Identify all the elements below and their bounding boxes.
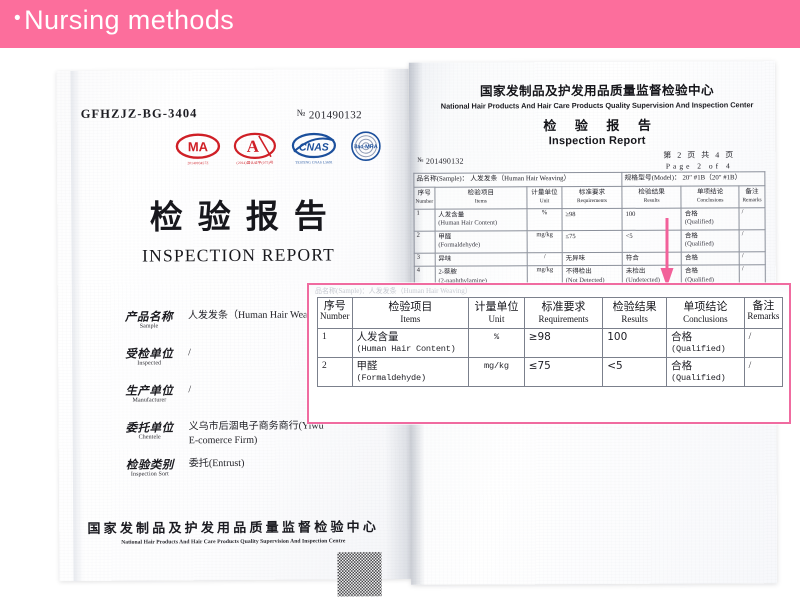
column-header-number: 序号 Number <box>413 186 435 209</box>
number-value: 201490132 <box>308 109 363 122</box>
page-indicator-cn: 第 2 页 共 4 页 <box>663 150 736 160</box>
field-label-cn: 生产单位 <box>125 383 174 398</box>
column-header-unit: 计量单位 Unit <box>527 186 562 209</box>
callout-table-row: 1 人发含量 (Human Hair Content) % ≥98 100 合格… <box>317 328 784 358</box>
number-symbol: № <box>417 156 424 164</box>
sample-value: 人发发条（Human Hair Weaving） <box>470 175 571 183</box>
number-value: 201490132 <box>425 156 464 166</box>
callout-header-row: 序号 Number 检验项目 Items 计量单位 Unit 标准要求 Requ… <box>317 297 784 329</box>
center-name-cn: 国家发制品及护发用品质量监督检验中心 <box>480 82 714 99</box>
cnas-logo: CNAS TESTING CNAS L5691 <box>291 131 337 165</box>
model-cell: 规格型号(Model)： 20″ #1B（20″ #1B） <box>621 171 765 186</box>
callout-column-number: 序号 Number <box>317 297 353 329</box>
table-row: 2 甲醛 (Formaldehyde) mg/kg ≤75 <5 合格 (Quali… <box>414 229 766 253</box>
column-header-remarks: 备注 Remarks <box>739 185 765 208</box>
right-title-cn: 检 验 报 告 <box>543 118 658 135</box>
callout-column-unit: 计量单位 Unit <box>468 297 525 329</box>
document-photo: GFHZJZ-BG-3404 № 201490132 MA 2014003457… <box>56 61 778 597</box>
callout-column-conclusions: 单项结论 Conclusions <box>666 297 745 329</box>
page-indicator: 第 2 页 共 4 页 Page 2 of 4 <box>639 149 759 172</box>
column-header-conclusions: 单项结论 Conclusions <box>681 185 740 208</box>
field-label-en: Chentele <box>138 434 161 441</box>
model-label: 规格型号(Model)： <box>624 174 681 182</box>
field-label-cn: 检验类别 <box>125 457 174 472</box>
callout-column-items: 检验项目 Items <box>351 297 470 329</box>
callout-column-remarks: 备注 Remarks <box>743 297 784 329</box>
column-header-items: 检验项目 Items <box>434 186 528 209</box>
field-label-en: Sample <box>139 323 159 330</box>
right-report-number: № 201490132 <box>417 157 463 166</box>
left-title-cn: 检验报告 <box>149 196 342 237</box>
report-number: № 201490132 <box>296 107 363 122</box>
right-title-en: Inspection Report <box>548 134 646 148</box>
center-name-en: National Hair Products And Hair Care Pro… <box>440 100 754 111</box>
table-header-row: 序号 Number 检验项目 Items 计量单位 Unit 标准要求 Requ… <box>413 185 765 209</box>
field-label-cn: 委托单位 <box>125 420 174 435</box>
left-document-page: GFHZJZ-BG-3404 № 201490132 MA 2014003457… <box>56 68 412 597</box>
number-symbol: № <box>296 107 306 118</box>
left-title-en: INSPECTION REPORT <box>142 244 336 266</box>
field-inspection-sort: 检验类别 Inspection Sort 委托(Entrust) <box>119 455 399 494</box>
center-name-cn: 国家发制品及护发用品质量监督检验中心 <box>87 520 380 537</box>
callout-column-requirements: 标准要求 Requirements <box>523 297 604 329</box>
page-title: • Nursing methods <box>14 5 234 36</box>
cma-logo-caption: 2014003457Z <box>187 161 209 166</box>
column-header-requirements: 标准要求 Requirements <box>561 185 623 209</box>
svg-text:A: A <box>247 137 260 156</box>
field-label-en: Manufacturer <box>132 397 167 404</box>
callout-table-row: 2 甲醛 (Formaldehyde) mg/kg ≤75 <5 合格 (Qua… <box>317 357 784 387</box>
table-row: 1 人发含量 (Human Hair Content) % ≥98 100 合格(… <box>413 207 766 231</box>
cma-logo: MA 2014003457Z <box>175 132 221 165</box>
callout-column-results: 检验结果 Results <box>602 297 668 329</box>
svg-text:ilac-MRA: ilac-MRA <box>354 144 378 150</box>
page-title-text: Nursing methods <box>24 5 235 35</box>
cnas-logo-caption: TESTING CNAS L5691 <box>295 160 333 165</box>
bullet-icon: • <box>14 8 22 29</box>
field-label-en: Inspection Sort <box>130 471 169 478</box>
field-value: 委托(Entrust) <box>188 457 245 470</box>
svg-text:MA: MA <box>188 139 209 154</box>
sample-cell: 品名称(Sample)： 人发发条（Human Hair Weaving） <box>413 172 623 187</box>
report-code: GFHZJZ-BG-3404 <box>80 106 198 121</box>
ilac-mra-logo: ilac-MRA <box>351 131 381 166</box>
magnified-table-callout: 品名称(Sample)：人发发条（Human Hair Weaving） 序号 … <box>307 283 791 424</box>
field-value-line2: E-comerce Firm) <box>188 434 258 447</box>
callout-table: 序号 Number 检验项目 Items 计量单位 Unit 标准要求 Requ… <box>317 297 784 387</box>
certification-logos: MA 2014003457Z A (2014)国认证字(075)号 <box>175 131 395 172</box>
field-label-en: Inspected <box>137 360 162 367</box>
page-indicator-en: Page 2 of 4 <box>665 161 733 171</box>
column-header-results: 检验结果 Results <box>622 185 682 208</box>
callout-strip-text: 品名称(Sample)：人发发条（Human Hair Weaving） <box>309 285 789 297</box>
cal-logo-caption: (2014)国认证字(075)号 <box>236 160 274 165</box>
qr-code-icon <box>337 552 382 597</box>
field-label-cn: 产品名称 <box>124 309 173 324</box>
model-value: 20″ #1B（20″ #1B） <box>682 174 742 182</box>
right-header: 国家发制品及护发用品质量监督检验中心 National Hair Product… <box>427 79 767 147</box>
sample-label: 品名称(Sample)： <box>416 175 469 183</box>
callout-arrow-icon <box>660 218 674 288</box>
left-center-name: 国家发制品及护发用品质量监督检验中心 National Hair Product… <box>83 516 383 546</box>
center-name-en: National Hair Products And Hair Care Pro… <box>121 538 346 546</box>
slide-header-bar: • Nursing methods <box>0 0 800 48</box>
field-label-cn: 受检单位 <box>125 346 174 361</box>
cal-logo: A (2014)国认证字(075)号 <box>233 132 277 165</box>
svg-text:CNAS: CNAS <box>299 141 329 153</box>
